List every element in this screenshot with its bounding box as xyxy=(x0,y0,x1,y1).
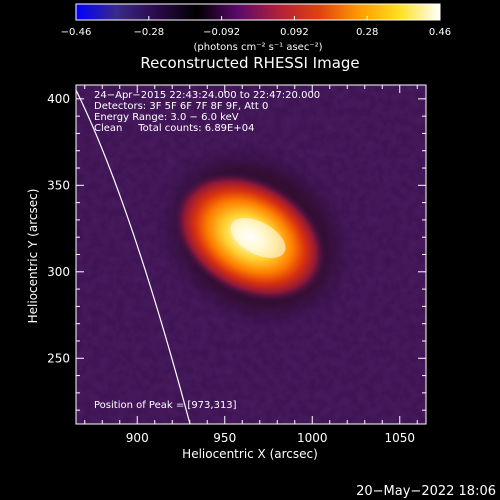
info-text: 24−Apr−2015 22:43:24.000 to 22:47:20.000… xyxy=(94,90,320,134)
y-tick-label: 350 xyxy=(47,178,70,192)
colorbar-tick-label: −0.28 xyxy=(133,27,164,38)
colorbar-ticks: −0.46 −0.28 −0.092 0.092 0.28 0.46 xyxy=(61,16,451,38)
y-tick-label: 400 xyxy=(47,92,70,106)
y-axis-label: Heliocentric Y (arcsec) xyxy=(26,189,40,324)
plot-title: Reconstructed RHESSI Image xyxy=(140,54,359,72)
source-core xyxy=(230,218,286,258)
colorbar-tick-label: 0.092 xyxy=(280,27,309,38)
timestamp: 20−May−2022 18:06 xyxy=(356,484,496,499)
x-tick-label: 1000 xyxy=(297,431,328,445)
colorbar: −0.46 −0.28 −0.092 0.092 0.28 0.46 (photons c… xyxy=(61,3,451,53)
x-tick-label: 900 xyxy=(126,431,149,445)
peak-position-label: Position of Peak = [973,313] xyxy=(94,400,237,411)
y-tick-label: 250 xyxy=(47,351,70,365)
x-tick-label: 950 xyxy=(213,431,236,445)
colorbar-tick-label: 0.46 xyxy=(429,27,451,38)
info-line-detectors: Detectors: 3F 5F 6F 7F 8F 9F, Att 0 xyxy=(94,101,268,112)
info-line-energy: Energy Range: 3.0 − 6.0 keV xyxy=(94,112,239,123)
image-area xyxy=(76,85,426,424)
colorbar-unit-label: (photons cm⁻² s⁻¹ asec⁻²) xyxy=(193,42,322,53)
colorbar-tick-label: −0.46 xyxy=(61,27,92,38)
x-axis: 900 950 1000 1050 xyxy=(84,85,418,445)
colorbar-tick-label: −0.092 xyxy=(203,27,240,38)
info-line-clean: Clean Total counts: 6.89E+04 xyxy=(94,123,254,134)
x-tick-label: 1050 xyxy=(384,431,415,445)
x-axis-label: Heliocentric X (arcsec) xyxy=(182,447,318,461)
colorbar-strip xyxy=(75,3,441,21)
info-line-time: 24−Apr−2015 22:43:24.000 to 22:47:20.000 xyxy=(94,90,320,101)
y-axis: 250 300 350 400 xyxy=(47,92,426,411)
y-tick-label: 300 xyxy=(47,265,70,279)
solar-limb-line xyxy=(76,89,191,424)
colorbar-tick-label: 0.28 xyxy=(356,27,378,38)
